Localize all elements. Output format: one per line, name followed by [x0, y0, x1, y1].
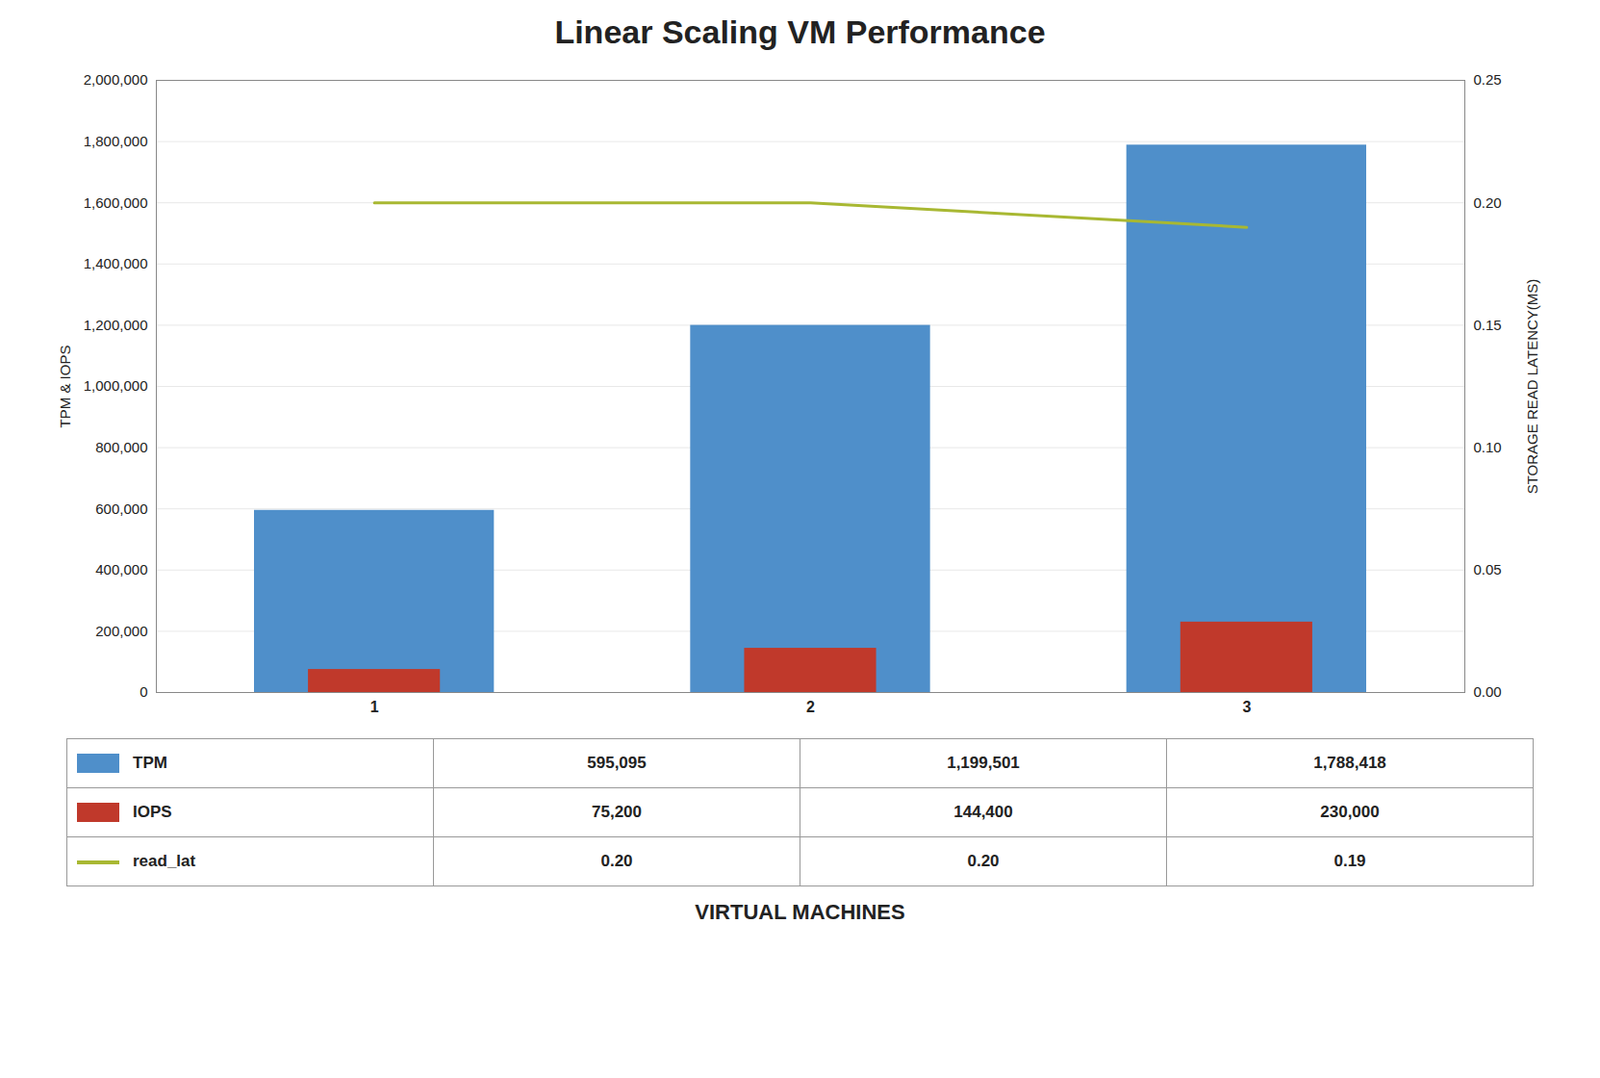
html-text:144,400: 144,400	[953, 802, 1013, 821]
html-text:Linear Scaling VM Performance: Linear Scaling VM Performance	[554, 13, 1046, 51]
html-text:230,000: 230,000	[1320, 802, 1380, 821]
html-text:0.20: 0.20	[600, 851, 633, 870]
svg-text:0.05: 0.05	[1473, 560, 1501, 578]
html-text:TPM: TPM	[132, 753, 168, 772]
html-text:IOPS: IOPS	[132, 802, 172, 821]
svg-text:400,000: 400,000	[95, 560, 148, 578]
svg-text:STORAGE READ LATENCY(MS): STORAGE READ LATENCY(MS)	[1523, 279, 1540, 495]
svg-text:0.10: 0.10	[1473, 438, 1501, 456]
html-text:75,200: 75,200	[591, 802, 642, 821]
svg-text:TPM & IOPS: TPM & IOPS	[56, 345, 74, 429]
html-text:0.19: 0.19	[1333, 851, 1366, 870]
html-text:0.20: 0.20	[967, 851, 1000, 870]
html-text:595,095: 595,095	[587, 753, 647, 772]
html-text:1,788,418: 1,788,418	[1313, 753, 1387, 772]
svg-text:3: 3	[1242, 698, 1251, 715]
svg-text:200,000: 200,000	[95, 622, 148, 639]
html-text:read_lat: read_lat	[132, 851, 196, 870]
html-text:1,199,501: 1,199,501	[946, 753, 1020, 772]
svg-text:2,000,000: 2,000,000	[82, 71, 148, 88]
svg-text:2: 2	[806, 698, 815, 715]
svg-text:0.25: 0.25	[1473, 71, 1501, 88]
svg-text:0: 0	[139, 683, 148, 700]
svg-text:1: 1	[369, 698, 379, 715]
svg-text:800,000: 800,000	[95, 438, 148, 456]
svg-text:1,400,000: 1,400,000	[82, 254, 148, 272]
svg-text:600,000: 600,000	[95, 500, 148, 517]
svg-text:1,800,000: 1,800,000	[82, 132, 148, 150]
svg-text:1,200,000: 1,200,000	[82, 316, 148, 333]
html-text:VIRTUAL MACHINES: VIRTUAL MACHINES	[694, 899, 906, 924]
svg-text:0.20: 0.20	[1473, 194, 1501, 211]
svg-text:0.00: 0.00	[1473, 683, 1501, 700]
svg-text:0.15: 0.15	[1473, 316, 1501, 333]
svg-text:1,600,000: 1,600,000	[82, 194, 148, 211]
svg-text:1,000,000: 1,000,000	[82, 377, 148, 394]
